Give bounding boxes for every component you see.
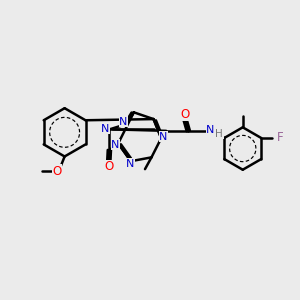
Text: N: N bbox=[111, 140, 119, 150]
Text: O: O bbox=[52, 165, 62, 178]
Text: O: O bbox=[104, 160, 113, 173]
Text: H: H bbox=[215, 129, 223, 139]
Text: F: F bbox=[277, 131, 283, 144]
Text: N: N bbox=[101, 124, 110, 134]
Text: N: N bbox=[126, 158, 134, 169]
Text: N: N bbox=[206, 125, 214, 135]
Text: N: N bbox=[159, 132, 168, 142]
Text: N: N bbox=[119, 117, 128, 127]
Text: O: O bbox=[180, 108, 189, 121]
